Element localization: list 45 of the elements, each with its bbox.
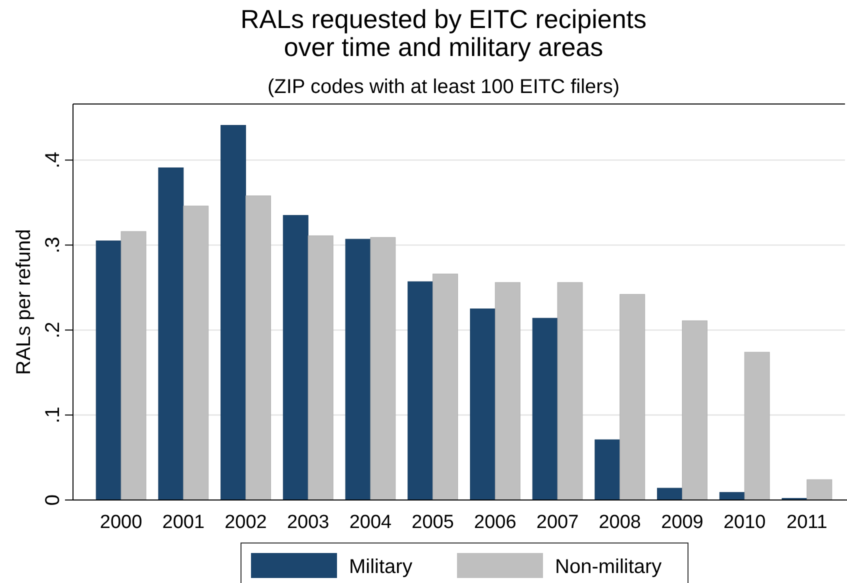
- bar: [470, 308, 496, 500]
- y-tick-label: .4: [42, 152, 64, 168]
- x-tick-label: 2008: [598, 512, 642, 533]
- x-tick-label: 2004: [349, 512, 392, 533]
- legend-label: Military: [349, 556, 412, 578]
- bar: [682, 320, 708, 500]
- x-tick-label: 2007: [536, 512, 579, 533]
- legend-label: Non-military: [555, 556, 662, 578]
- bar: [408, 281, 434, 500]
- y-tick-label: 0: [42, 494, 64, 506]
- bar: [282, 215, 308, 500]
- x-tick-label: 2003: [286, 512, 330, 533]
- bar: [532, 318, 558, 500]
- bar: [220, 124, 246, 500]
- chart-title: RALs requested by EITC recipients over time and military areas: [240, 4, 647, 62]
- chart-subtitle: (ZIP codes with at least 100 EITC filers): [268, 76, 620, 98]
- bar: [719, 492, 745, 500]
- bar: [120, 231, 146, 500]
- bar: [246, 196, 271, 500]
- bar: [432, 274, 458, 500]
- bar: [494, 282, 520, 500]
- bar: [158, 167, 184, 500]
- x-tick-label: 2002: [224, 512, 267, 533]
- bar: [594, 439, 620, 500]
- bar: [183, 206, 209, 500]
- bar: [370, 237, 396, 500]
- y-tick-label: .1: [42, 406, 64, 424]
- bar: [620, 294, 646, 500]
- x-tick-label: 2000: [100, 512, 142, 533]
- bar: [806, 479, 832, 500]
- y-tick-label: .2: [42, 322, 64, 338]
- x-tick-label: 2005: [412, 512, 454, 533]
- bar: [96, 240, 122, 500]
- y-tick-label: .3: [42, 236, 64, 254]
- bar: [557, 282, 583, 500]
- y-axis-title: RALs per refund: [13, 229, 35, 375]
- bar: [345, 238, 371, 500]
- x-tick-label: 2001: [162, 512, 205, 533]
- bar: [308, 235, 334, 500]
- x-tick-label: 2010: [723, 512, 766, 533]
- x-tick-label: 2011: [786, 512, 828, 533]
- x-tick-label: 2009: [661, 512, 704, 533]
- bar: [657, 488, 682, 500]
- bar: [744, 352, 770, 500]
- x-tick-label: 2006: [474, 512, 516, 533]
